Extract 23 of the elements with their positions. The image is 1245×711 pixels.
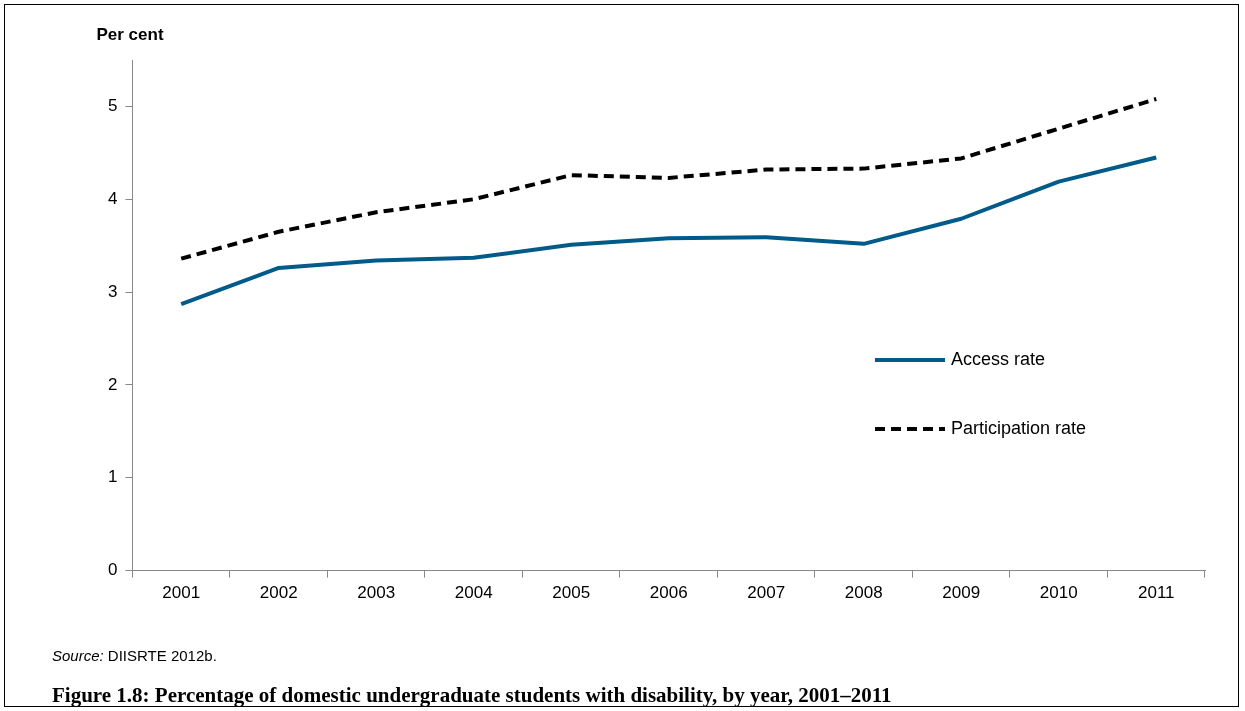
y-tick-label: 4	[107, 188, 118, 208]
x-tick-label: 2003	[357, 583, 396, 603]
y-tick-label: 2	[107, 374, 118, 394]
x-tick-label: 2010	[1039, 583, 1078, 603]
y-axis-title: Per cent	[96, 25, 164, 44]
y-tick-label: 0	[107, 560, 118, 580]
legend-label: Access rate	[951, 348, 1046, 369]
x-tick-label: 2008	[844, 583, 883, 603]
x-tick-label: 2002	[259, 583, 298, 603]
line-series	[179, 96, 1159, 261]
y-tick-label: 1	[107, 467, 118, 487]
x-tick-label: 2005	[552, 583, 591, 603]
x-tick-label: 2006	[649, 583, 688, 603]
x-tick-label: 2011	[1137, 583, 1175, 603]
source-note: Source: DIISRTE 2012b.	[52, 647, 217, 664]
x-tick-label: 2009	[942, 583, 981, 603]
y-tick-label: 3	[107, 281, 118, 301]
text: Figure 1.8: Percentage of domestic undergraduate students with disability, by year, 2001–2011	[52, 683, 892, 708]
y-tick-label: 5	[107, 96, 118, 116]
x-tick-label: 2001	[162, 583, 201, 603]
x-tick-label: 2007	[747, 583, 786, 603]
x-tick-label: 2004	[454, 583, 493, 603]
legend-label: Participation rate	[951, 417, 1087, 438]
